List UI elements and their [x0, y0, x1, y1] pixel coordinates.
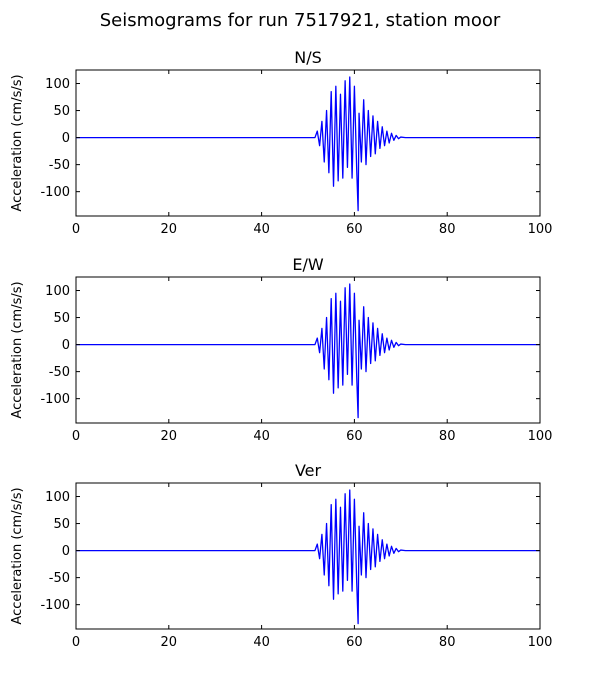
x-tick-label: 100	[528, 429, 553, 444]
subplot-title: N/S	[294, 48, 322, 67]
series-line	[76, 76, 540, 212]
y-tick-label: -50	[49, 571, 70, 586]
subplot-2: 0 20 40 60 80 100 100 50 0 -50 -100 E/W Acceleration…	[10, 255, 552, 444]
subplot-1: 0 20 40 60 80 100 100 50 0 -50 -100 N/S Acceleration…	[10, 48, 552, 237]
y-tick-label: 50	[53, 311, 70, 326]
y-tick-label: 100	[45, 77, 70, 92]
series-line	[76, 283, 540, 419]
y-tick-label: 50	[53, 104, 70, 119]
subplot-3: 0 20 40 60 80 100 100 50 0 -50 -100 Ver Acceleration…	[10, 461, 552, 650]
x-tick-label: 60	[346, 429, 363, 444]
y-axis-label: Acceleration (cm/s/s)	[10, 281, 25, 418]
y-tick-label: -50	[49, 158, 70, 173]
x-tick-label: 80	[439, 635, 456, 650]
x-tick-label: 60	[346, 222, 363, 237]
x-tick-label: 80	[439, 222, 456, 237]
y-tick-label: -100	[40, 392, 70, 407]
y-axis-label: Acceleration (cm/s/s)	[10, 74, 25, 211]
axes-frame	[75, 482, 541, 630]
x-tick-label: 0	[72, 635, 80, 650]
y-tick-label: 0	[62, 338, 70, 353]
y-tick-label: 50	[53, 517, 70, 532]
x-tick-label: 20	[161, 635, 178, 650]
x-tick-label: 40	[253, 222, 270, 237]
axes-frame	[75, 276, 541, 424]
y-tick-label: 0	[62, 131, 70, 146]
x-tick-label: 0	[72, 429, 80, 444]
axes-frame	[75, 69, 541, 217]
x-tick-label: 20	[161, 222, 178, 237]
x-tick-label: 0	[72, 222, 80, 237]
series-line	[76, 489, 540, 625]
y-tick-label: -100	[40, 598, 70, 613]
y-tick-label: -50	[49, 365, 70, 380]
x-tick-label: 100	[528, 222, 553, 237]
y-tick-label: 0	[62, 544, 70, 559]
y-tick-label: 100	[45, 490, 70, 505]
x-tick-label: 40	[253, 429, 270, 444]
subplot-title: Ver	[295, 461, 322, 480]
x-tick-label: 100	[528, 635, 553, 650]
x-tick-label: 20	[161, 429, 178, 444]
x-tick-label: 40	[253, 635, 270, 650]
x-tick-label: 80	[439, 429, 456, 444]
figure-title: Seismograms for run 7517921, station moo…	[99, 10, 501, 31]
x-tick-label: 60	[346, 635, 363, 650]
y-tick-label: 100	[45, 284, 70, 299]
y-axis-label: Acceleration (cm/s/s)	[10, 487, 25, 624]
subplot-title: E/W	[292, 255, 324, 274]
y-tick-label: -100	[40, 185, 70, 200]
